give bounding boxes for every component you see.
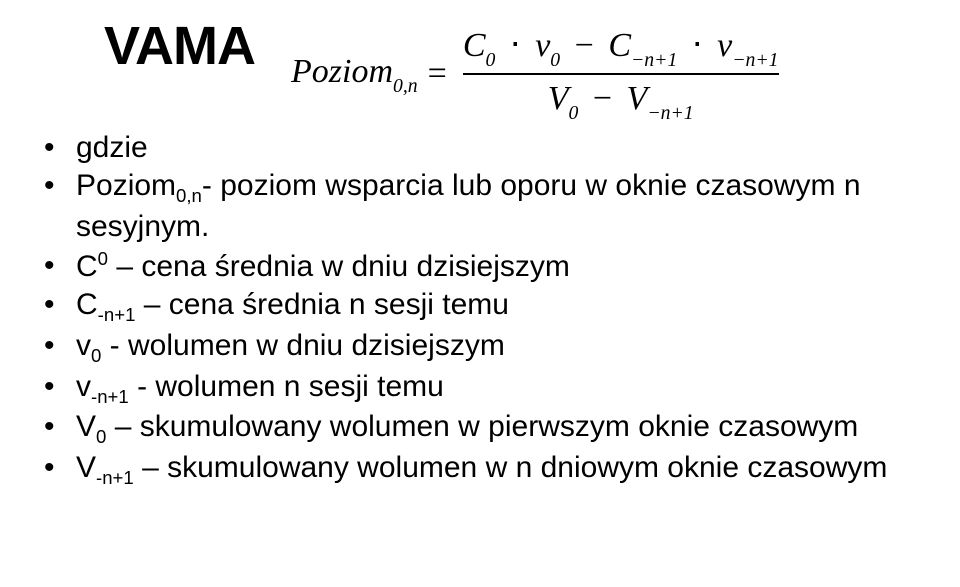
formula-lhs: Poziom0,n <box>291 53 418 96</box>
num-Cn1-sub: −n+1 <box>631 49 677 72</box>
b1-text: gdzie <box>76 131 148 164</box>
den-V0: V <box>548 80 569 117</box>
b2-sub: 0,n <box>176 185 202 206</box>
list-item: v0 - wolumen w dniu dzisiejszym <box>40 327 920 368</box>
list-item: v-n+1 - wolumen n sesji temu <box>40 368 920 409</box>
b5-pre: v <box>76 329 91 362</box>
b8-rest: – skumulowany wolumen w n dniowym oknie … <box>134 451 888 484</box>
fraction: C0 ⋅ v0 − C−n+1 ⋅ v−n+1 V0 − V−n+1 <box>463 26 779 123</box>
b6-sub: -n+1 <box>91 386 129 407</box>
num-v0-sub: 0 <box>550 49 560 72</box>
b5-sub: 0 <box>91 345 101 366</box>
b4-sub: -n+1 <box>98 304 136 325</box>
b6-rest: - wolumen n sesji temu <box>129 370 444 403</box>
list-item: V-n+1 – skumulowany wolumen w n dniowym … <box>40 449 920 490</box>
b4-rest: – cena średnia n sesji temu <box>135 288 509 321</box>
b3-pre: C <box>76 250 98 283</box>
num-vn1-sub: −n+1 <box>732 49 778 72</box>
num-C0-sub: 0 <box>486 49 496 72</box>
slide-title: VAMA <box>104 18 255 75</box>
list-item: gdzie <box>40 129 920 167</box>
b2-pre: Poziom <box>76 169 176 202</box>
formula: Poziom0,n = C0 ⋅ v0 − C−n+1 ⋅ v−n+1 V0 −… <box>291 26 779 123</box>
b8-sub: -n+1 <box>96 467 134 488</box>
list-item: Poziom0,n- poziom wsparcia lub oporu w o… <box>40 167 920 246</box>
den-Vn1-sub: −n+1 <box>647 102 693 125</box>
den-Vn1: V <box>627 80 648 117</box>
b3-sup: 0 <box>98 248 108 269</box>
b4-pre: C <box>76 288 98 321</box>
num-Cn1: C <box>608 27 631 64</box>
equals-sign: = <box>428 55 447 93</box>
b7-sub: 0 <box>96 426 106 447</box>
list-item: C-n+1 – cena średnia n sesji temu <box>40 286 920 327</box>
denominator: V0 − V−n+1 <box>548 79 694 122</box>
lhs-sub: 0,n <box>393 75 418 98</box>
lhs-var: Poziom <box>291 53 393 90</box>
b7-rest: – skumulowany wolumen w pierwszym oknie … <box>106 410 858 443</box>
b5-rest: - wolumen w dniu dzisiejszym <box>101 329 504 362</box>
bullet-list: gdzie Poziom0,n- poziom wsparcia lub opo… <box>40 129 920 490</box>
b7-pre: V <box>76 410 96 443</box>
num-C0: C <box>463 27 486 64</box>
list-item: V0 – skumulowany wolumen w pierwszym okn… <box>40 408 920 449</box>
num-vn1: v <box>717 27 732 64</box>
den-V0-sub: 0 <box>569 102 579 125</box>
b6-pre: v <box>76 370 91 403</box>
b8-pre: V <box>76 451 96 484</box>
list-item: C0 – cena średnia w dniu dzisiejszym <box>40 247 920 286</box>
num-v0: v <box>535 27 550 64</box>
b3-rest: – cena średnia w dniu dzisiejszym <box>108 250 570 283</box>
numerator: C0 ⋅ v0 − C−n+1 ⋅ v−n+1 <box>463 26 779 69</box>
